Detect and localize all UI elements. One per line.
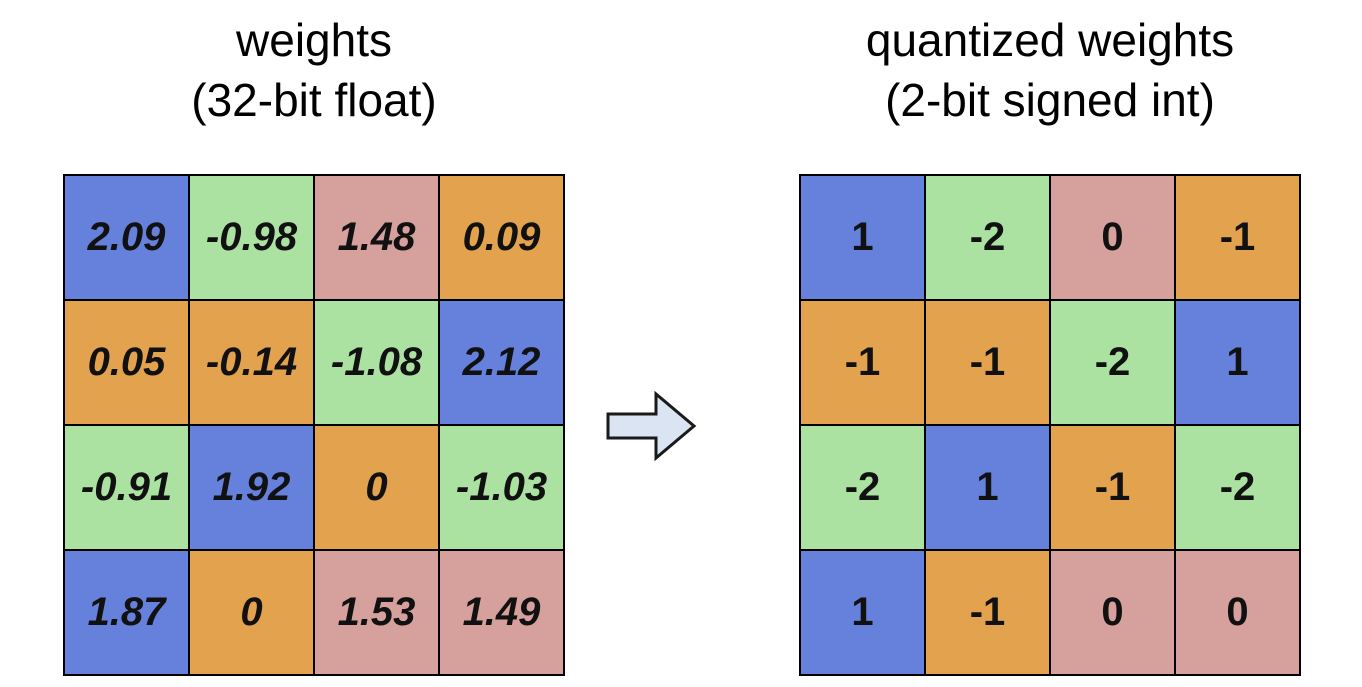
weight-cell-r3c3: 0 <box>314 425 439 550</box>
weights-title-line2: (32-bit float) <box>191 74 437 126</box>
quantized-cell-r3c3: -1 <box>1050 425 1175 550</box>
weight-cell-r3c4: -1.03 <box>439 425 564 550</box>
quantized-cell-r4c2: -1 <box>925 550 1050 675</box>
weight-cell-r4c1: 1.87 <box>64 550 189 675</box>
quantized-cell-r1c2: -2 <box>925 175 1050 300</box>
weights-title-line1: weights <box>236 14 392 66</box>
weight-cell-r2c1: 0.05 <box>64 300 189 425</box>
weight-cell-r1c4: 0.09 <box>439 175 564 300</box>
weight-cell-r1c1: 2.09 <box>64 175 189 300</box>
weight-cell-r2c3: -1.08 <box>314 300 439 425</box>
weight-cell-r2c4: 2.12 <box>439 300 564 425</box>
right-arrow-icon-svg <box>606 390 697 462</box>
weight-cell-r3c2: 1.92 <box>189 425 314 550</box>
quantized-cell-r4c1: 1 <box>800 550 925 675</box>
quantized-cell-r2c2: -1 <box>925 300 1050 425</box>
quantized-cell-r3c4: -2 <box>1175 425 1300 550</box>
weight-cell-r4c4: 1.49 <box>439 550 564 675</box>
quantized-cell-r1c1: 1 <box>800 175 925 300</box>
quantized-cell-r2c4: 1 <box>1175 300 1300 425</box>
quantized-title-line2: (2-bit signed int) <box>885 74 1215 126</box>
quantized-cell-r1c3: 0 <box>1050 175 1175 300</box>
quantized-cell-r3c1: -2 <box>800 425 925 550</box>
quantized-cell-r2c3: -2 <box>1050 300 1175 425</box>
quantized-cell-r3c2: 1 <box>925 425 1050 550</box>
quantized-title-line1: quantized weights <box>865 14 1235 66</box>
weight-cell-r4c2: 0 <box>189 550 314 675</box>
right-arrow-icon <box>604 388 700 464</box>
quantized-weights-grid: 1 -2 0 -1 -1 -1 -2 1 -2 1 -1 -2 1 -1 0 0 <box>799 174 1301 676</box>
weight-cell-r1c3: 1.48 <box>314 175 439 300</box>
weights-grid: 2.09 -0.98 1.48 0.09 0.05 -0.14 -1.08 2.12 -0.91… <box>63 174 565 676</box>
quantized-cell-r2c1: -1 <box>800 300 925 425</box>
weight-cell-r1c2: -0.98 <box>189 175 314 300</box>
right-arrow-shape <box>606 390 697 462</box>
weight-cell-r2c2: -0.14 <box>189 300 314 425</box>
quantized-cell-r1c4: -1 <box>1175 175 1300 300</box>
quantized-cell-r4c3: 0 <box>1050 550 1175 675</box>
weights-title: weights (32-bit float) <box>62 10 566 130</box>
quantized-cell-r4c4: 0 <box>1175 550 1300 675</box>
weight-cell-r4c3: 1.53 <box>314 550 439 675</box>
weight-cell-r3c1: -0.91 <box>64 425 189 550</box>
quantized-weights-title: quantized weights (2-bit signed int) <box>798 10 1302 130</box>
